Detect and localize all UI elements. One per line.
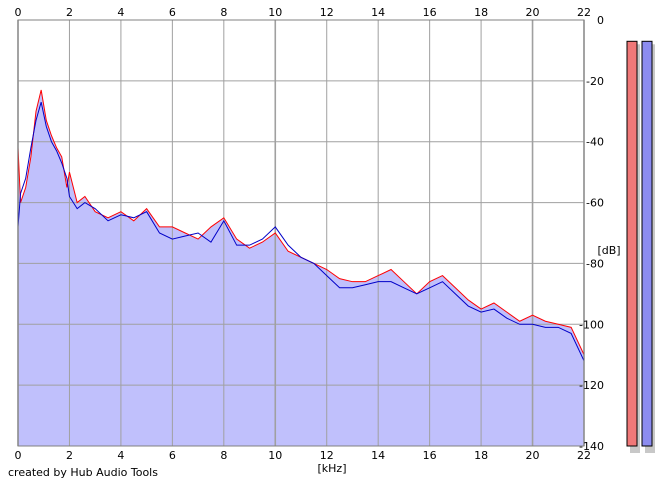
x-tick-label-bottom: 22 bbox=[577, 449, 591, 462]
x-tick-label-bottom: 2 bbox=[66, 449, 73, 462]
x-axis-label: [kHz] bbox=[318, 462, 347, 475]
x-tick-label-top: 8 bbox=[220, 6, 227, 19]
x-tick-label-bottom: 0 bbox=[15, 449, 22, 462]
series-line-right bbox=[17, 102, 585, 362]
y-tick-label: -20 bbox=[586, 75, 604, 88]
y-tick-label: -80 bbox=[586, 257, 604, 270]
x-tick-label-bottom: 4 bbox=[117, 449, 124, 462]
level-meter-left bbox=[626, 40, 638, 447]
x-tick-label-bottom: 10 bbox=[268, 449, 282, 462]
x-tick-label-top: 14 bbox=[371, 6, 385, 19]
x-tick-label-top: 18 bbox=[474, 6, 488, 19]
x-tick-label-top: 22 bbox=[577, 6, 591, 19]
x-tick-label-top: 2 bbox=[66, 6, 73, 19]
x-tick-label-top: 0 bbox=[15, 6, 22, 19]
x-tick-label-bottom: 16 bbox=[423, 449, 437, 462]
y-tick-label: -100 bbox=[579, 318, 604, 331]
x-tick-label-bottom: 12 bbox=[320, 449, 334, 462]
series-line-left bbox=[17, 89, 585, 355]
x-tick-label-bottom: 18 bbox=[474, 449, 488, 462]
x-tick-label-top: 10 bbox=[268, 6, 282, 19]
level-meter-right bbox=[641, 40, 653, 447]
plot-frame bbox=[17, 19, 585, 447]
y-axis-label: [dB] bbox=[597, 244, 620, 257]
x-tick-label-bottom: 8 bbox=[220, 449, 227, 462]
x-tick-label-bottom: 20 bbox=[526, 449, 540, 462]
y-tick-label: -40 bbox=[586, 136, 604, 149]
x-tick-label-top: 6 bbox=[169, 6, 176, 19]
x-tick-label-top: 16 bbox=[423, 6, 437, 19]
x-tick-label-bottom: 14 bbox=[371, 449, 385, 462]
y-tick-label: 0 bbox=[597, 14, 604, 27]
y-tick-label: -120 bbox=[579, 379, 604, 392]
spectrum-fill bbox=[18, 89, 584, 446]
credit-text: created by Hub Audio Tools bbox=[8, 466, 158, 479]
x-tick-label-top: 12 bbox=[320, 6, 334, 19]
y-tick-label: -60 bbox=[586, 197, 604, 210]
x-tick-label-top: 20 bbox=[526, 6, 540, 19]
x-tick-label-top: 4 bbox=[117, 6, 124, 19]
y-tick-label: -140 bbox=[579, 440, 604, 453]
x-tick-label-bottom: 6 bbox=[169, 449, 176, 462]
